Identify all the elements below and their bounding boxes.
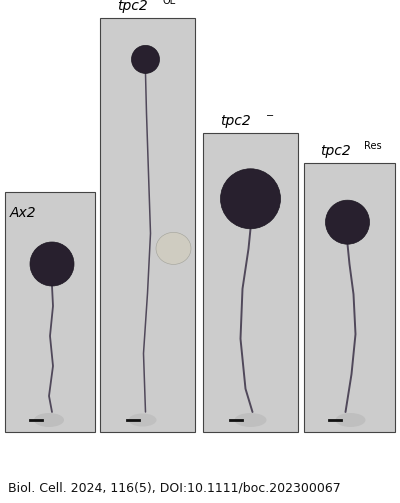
Ellipse shape <box>336 413 366 427</box>
Ellipse shape <box>220 169 280 229</box>
Text: Ax2: Ax2 <box>10 206 37 220</box>
Ellipse shape <box>34 413 64 427</box>
Ellipse shape <box>30 242 74 286</box>
Text: tpc2: tpc2 <box>320 144 351 158</box>
Bar <box>304 163 395 432</box>
Text: Res: Res <box>364 141 382 151</box>
Ellipse shape <box>326 200 370 244</box>
Ellipse shape <box>128 413 156 427</box>
Bar <box>100 18 195 432</box>
Text: tpc2: tpc2 <box>117 0 148 13</box>
Bar <box>5 192 95 432</box>
Text: Biol. Cell. 2024, 116(5), DOI:10.1111/boc.202300067: Biol. Cell. 2024, 116(5), DOI:10.1111/bo… <box>8 481 341 494</box>
Ellipse shape <box>132 45 160 73</box>
Ellipse shape <box>156 232 191 265</box>
Text: −: − <box>266 111 274 121</box>
Text: tpc2: tpc2 <box>220 114 251 128</box>
Bar <box>203 133 298 432</box>
Text: OE: OE <box>163 0 176 6</box>
Ellipse shape <box>234 413 266 427</box>
